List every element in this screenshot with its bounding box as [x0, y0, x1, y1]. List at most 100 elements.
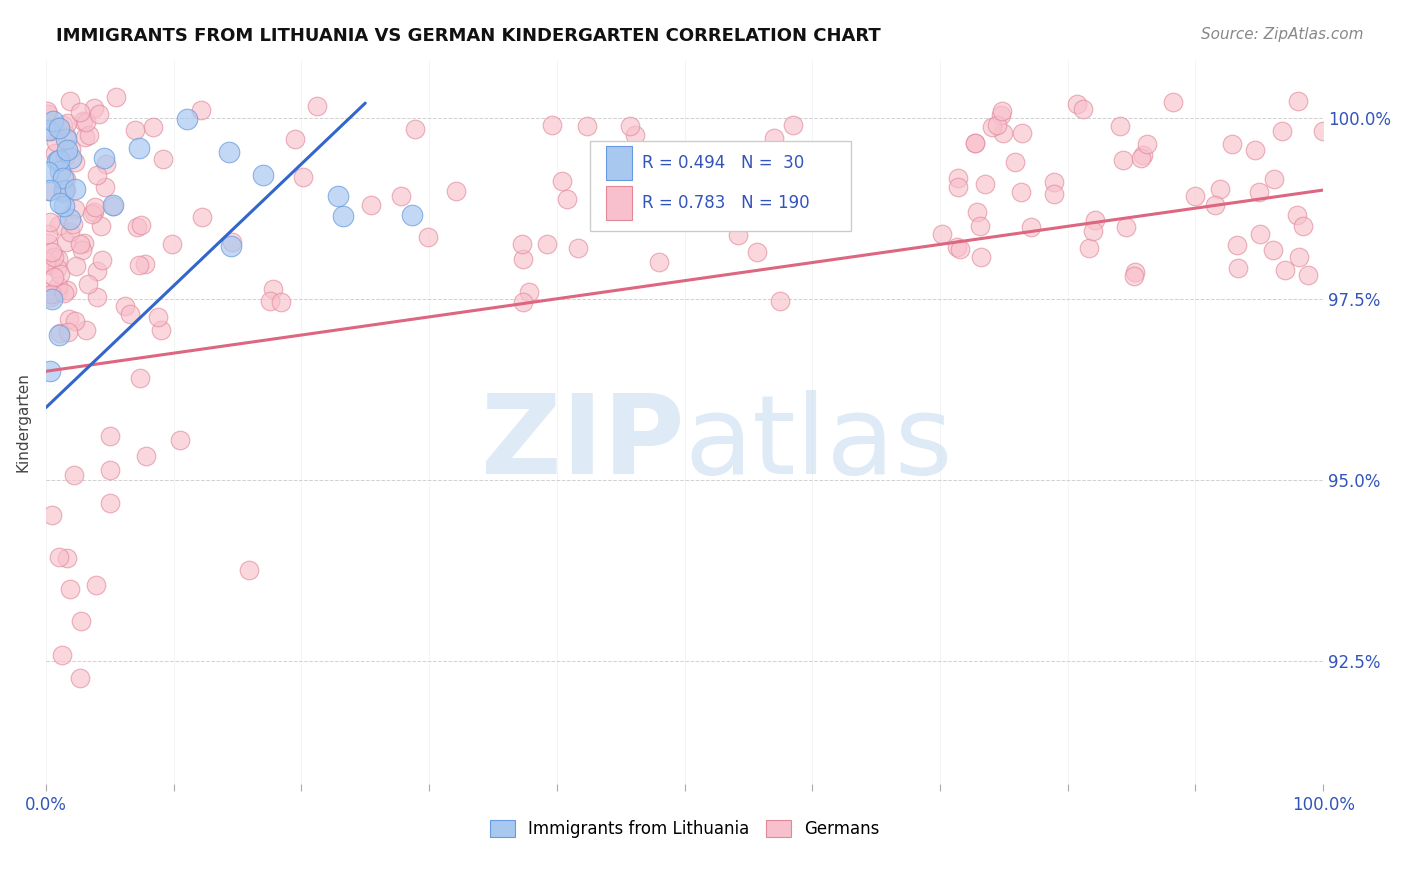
Point [48, 219, 70, 233]
Point [37, 103, 59, 118]
Point [404, 122, 426, 136]
Point [148, 310, 170, 324]
Point [980, 120, 1002, 135]
Point [48, 278, 70, 293]
Point [1010, 185, 1032, 199]
Point [1263, 172, 1285, 186]
Point [73, 236, 96, 251]
Point [39, 258, 62, 272]
Point [769, 294, 792, 309]
Point [595, 148, 617, 162]
Point [41, 244, 63, 259]
Point [191, 210, 214, 224]
Y-axis label: Kindergarten: Kindergarten [15, 372, 30, 472]
Point [1129, 151, 1152, 165]
Point [252, 168, 274, 182]
Point [63, 202, 86, 217]
Point [966, 205, 988, 219]
Point [946, 171, 969, 186]
Text: R = 0.494   N =  30: R = 0.494 N = 30 [643, 153, 804, 172]
Point [55, 116, 77, 130]
Point [536, 237, 558, 252]
Point [624, 128, 647, 143]
Point [38, 364, 60, 378]
Point [41, 287, 63, 301]
Point [35, 285, 58, 299]
Point [55, 235, 77, 249]
Point [104, 90, 127, 104]
Point [59, 142, 82, 156]
Point [945, 240, 967, 254]
Point [63, 182, 86, 196]
Point [53, 199, 76, 213]
Point [69, 671, 91, 685]
Legend: Immigrants from Lithuania, Germans: Immigrants from Lithuania, Germans [482, 814, 886, 845]
Point [86, 168, 108, 182]
Point [75, 323, 97, 337]
Point [125, 219, 148, 234]
Point [307, 99, 329, 113]
Point [1135, 136, 1157, 151]
Point [86, 290, 108, 304]
Point [134, 257, 156, 271]
Point [575, 120, 598, 134]
Point [91, 252, 114, 267]
Point [37, 107, 59, 121]
Point [86, 264, 108, 278]
Point [176, 112, 198, 127]
Point [48, 164, 70, 178]
Point [56, 283, 79, 297]
Point [49, 326, 72, 340]
Point [1274, 263, 1296, 277]
Point [1292, 219, 1315, 233]
Point [1285, 208, 1308, 222]
Point [648, 254, 671, 268]
Point [326, 189, 349, 203]
Text: R = 0.783   N = 190: R = 0.783 N = 190 [643, 194, 810, 212]
Point [84, 578, 107, 592]
Point [39, 287, 62, 301]
Point [1312, 123, 1334, 137]
Point [39, 124, 62, 138]
Point [129, 218, 152, 232]
Point [75, 130, 97, 145]
Point [90, 219, 112, 233]
Point [70, 614, 93, 628]
Point [1226, 237, 1249, 252]
Point [219, 238, 242, 252]
Point [1043, 186, 1066, 201]
Point [44, 145, 66, 160]
Point [190, 103, 212, 117]
Point [1184, 188, 1206, 202]
Point [55, 183, 77, 197]
Point [986, 118, 1008, 132]
Point [98, 428, 121, 442]
Point [46, 252, 69, 266]
Point [1122, 269, 1144, 284]
Point [332, 209, 354, 223]
Point [931, 227, 953, 241]
Point [567, 241, 589, 255]
Point [990, 108, 1012, 122]
Point [1084, 212, 1107, 227]
Point [52, 170, 75, 185]
Point [1244, 144, 1267, 158]
Point [793, 148, 815, 162]
Point [160, 237, 183, 252]
Point [56, 325, 79, 339]
Point [969, 219, 991, 233]
Point [48, 153, 70, 167]
Point [48, 328, 70, 343]
Point [541, 119, 564, 133]
Point [948, 180, 970, 194]
Point [76, 277, 98, 292]
Point [262, 282, 284, 296]
Point [89, 107, 111, 121]
Point [128, 258, 150, 272]
Point [1286, 95, 1309, 109]
Point [672, 188, 695, 202]
Point [46, 261, 69, 276]
Point [782, 118, 804, 132]
Point [65, 260, 87, 274]
Point [1204, 197, 1226, 211]
